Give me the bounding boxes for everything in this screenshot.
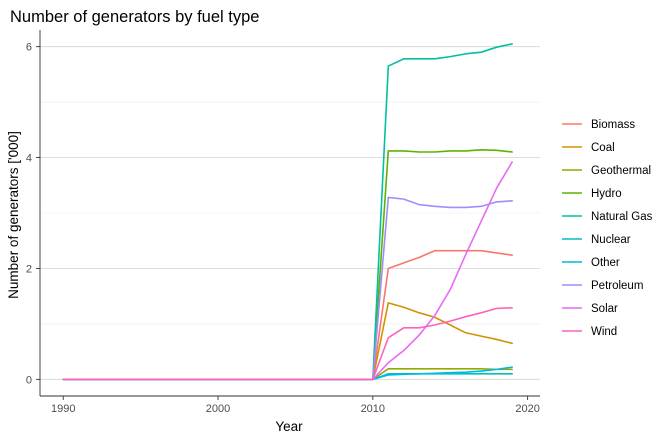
plot-area [40,43,540,381]
legend-label-wind: Wind [591,326,617,338]
x-tick-label: 2010 [361,403,385,415]
series-line-coal [62,302,513,381]
legend: Biomass Coal Geothermal Hydro Natural Gas Nuc… [562,119,653,338]
legend-label-geothermal: Geothermal [591,165,651,177]
y-tick-label: 0 [26,374,32,386]
legend-label-natural-gas: Natural Gas [591,211,653,223]
series-line-wind [62,307,513,381]
x-tick-label: 2000 [206,403,230,415]
x-tick-label: 1990 [51,403,75,415]
grid [40,46,540,380]
x-axis: 1990 2000 2010 2020 [40,395,540,415]
y-tick-label: 6 [26,42,32,54]
series-line-biomass [62,249,513,381]
series-line-nuclear [62,373,513,381]
series-line-natural-gas [62,43,513,381]
x-axis-title: Year [275,419,303,434]
legend-label-solar: Solar [591,303,618,315]
legend-label-other: Other [591,257,620,269]
series-line-petroleum [62,196,513,381]
y-axis-title: Number of generators ['000] [6,131,21,299]
y-axis: 0 2 4 6 [26,30,41,396]
series-line-solar [62,161,513,381]
legend-label-nuclear: Nuclear [591,234,631,246]
chart-title: Number of generators by fuel type [10,8,259,26]
x-tick-label: 2020 [515,403,539,415]
series-line-hydro [62,148,513,381]
legend-label-coal: Coal [591,142,615,154]
legend-label-petroleum: Petroleum [591,280,643,292]
y-tick-label: 2 [26,263,32,275]
legend-label-hydro: Hydro [591,188,622,200]
legend-label-biomass: Biomass [591,119,635,131]
y-tick-label: 4 [26,153,32,165]
series-lines [62,43,513,381]
